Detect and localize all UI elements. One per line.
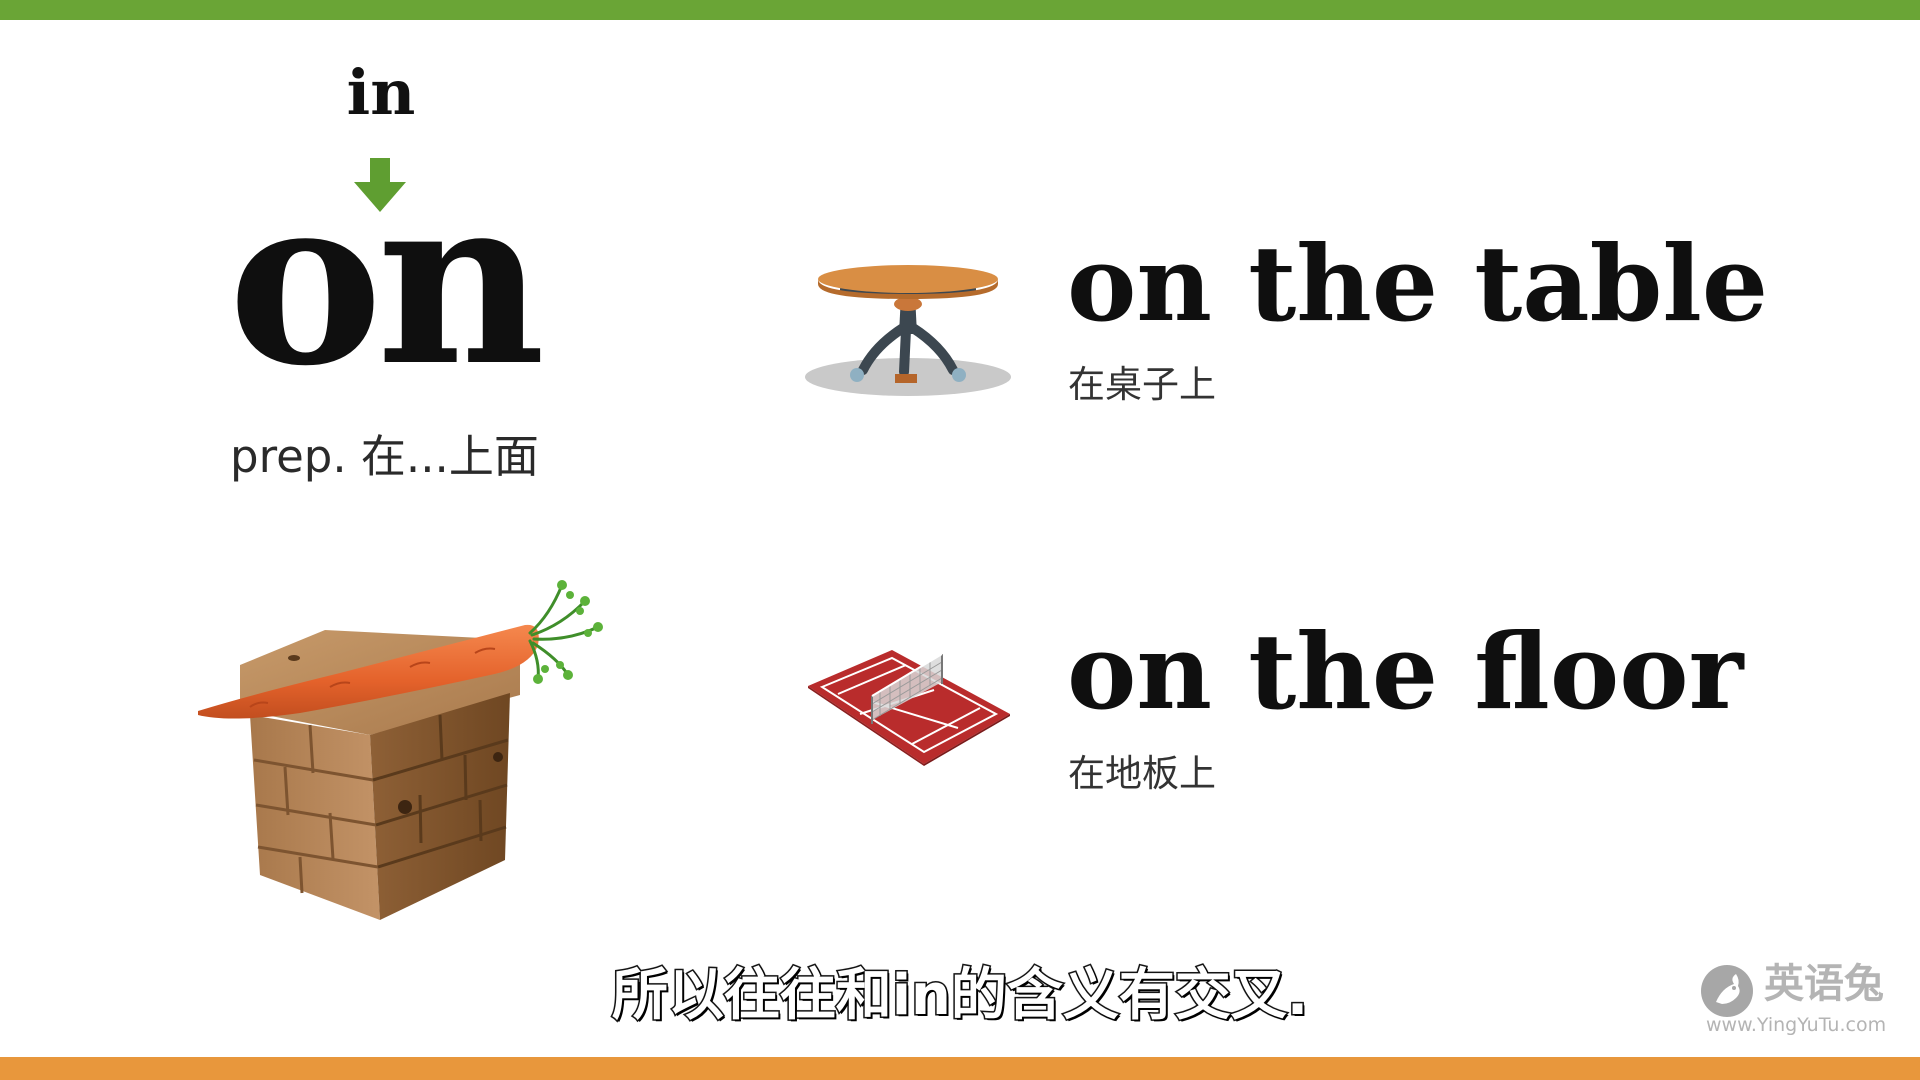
watermark-url: www.YingYuTu.com [1706, 1014, 1887, 1036]
rabbit-logo-icon [1701, 965, 1753, 1017]
definition: prep. 在...上面 [230, 430, 539, 483]
tennis-court-icon [808, 650, 1010, 766]
example-phrase-table: on the table [1067, 222, 1769, 345]
round-table-icon [805, 265, 1011, 396]
headword: on [228, 144, 545, 417]
watermark-brand: 英语兔 [1764, 960, 1884, 1007]
bottom-accent-bar [0, 1057, 1920, 1080]
example-translation-table: 在桌子上 [1068, 363, 1216, 406]
carrot-on-block-illustration [198, 580, 603, 920]
subtitle: 所以往往和in的含义有交叉. [610, 963, 1309, 1028]
down-arrow-icon [354, 158, 406, 212]
example-translation-floor: 在地板上 [1068, 752, 1216, 795]
top-accent-bar [0, 0, 1920, 20]
example-phrase-floor: on the floor [1067, 610, 1744, 733]
watermark: 英语兔 www.YingYuTu.com [1700, 960, 1900, 1040]
hint-word: in [346, 56, 416, 129]
